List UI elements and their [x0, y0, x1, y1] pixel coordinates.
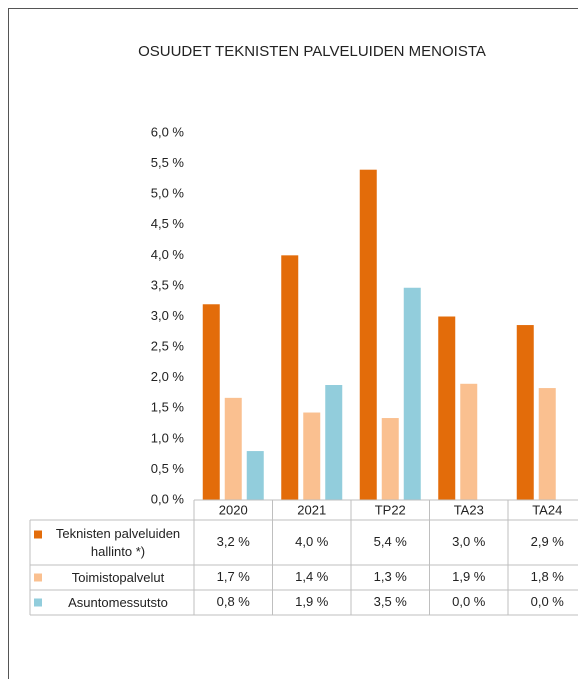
y-tick-label: 5,5 % — [151, 155, 185, 170]
y-tick-label: 0,0 % — [151, 491, 185, 506]
bar — [403, 287, 421, 500]
x-tick-label: 2021 — [297, 502, 326, 517]
legend-swatch — [34, 530, 42, 539]
table-cell: 0,0 % — [531, 594, 565, 609]
table-cell: 5,4 % — [374, 534, 408, 549]
legend-swatch — [34, 598, 42, 607]
table-cell: 4,0 % — [295, 534, 329, 549]
y-tick-label: 3,0 % — [151, 308, 185, 323]
bar — [516, 325, 534, 500]
y-tick-label: 3,5 % — [151, 277, 185, 292]
table-cell: 3,0 % — [452, 534, 486, 549]
legend-label: Teknisten palveluiden hallinto *) — [55, 525, 181, 559]
y-tick-label: 1,5 % — [151, 400, 185, 415]
table-cell: 1,9 % — [452, 569, 486, 584]
legend-swatch — [34, 573, 42, 582]
chart-title: OSUUDET TEKNISTEN PALVELUIDEN MENOISTA — [138, 43, 486, 60]
table-cell: 0,0 % — [452, 594, 486, 609]
y-tick-label: 2,5 % — [151, 339, 185, 354]
y-tick-label: 6,0 % — [151, 124, 185, 139]
table-cell: 0,8 % — [217, 594, 251, 609]
table-cell: 3,5 % — [374, 594, 408, 609]
bar — [224, 397, 242, 500]
table-cell: 3,2 % — [217, 534, 251, 549]
bar — [281, 255, 299, 500]
x-tick-label: TA23 — [454, 502, 484, 517]
bar — [246, 451, 264, 500]
bar — [381, 418, 399, 500]
y-tick-label: 2,0 % — [151, 369, 185, 384]
bar — [460, 383, 478, 500]
bar — [303, 412, 321, 500]
y-tick-label: 5,0 % — [151, 186, 185, 201]
bar — [438, 316, 456, 500]
legend-label-box: Asuntomessutsto — [68, 594, 168, 610]
legend-label: Toimistopalvelut — [71, 569, 165, 585]
table-cell: 1,8 % — [531, 569, 565, 584]
y-tick-label: 4,5 % — [151, 216, 185, 231]
table-cell: 1,3 % — [374, 569, 408, 584]
table-cell: 1,4 % — [295, 569, 329, 584]
bar — [538, 388, 556, 500]
bar — [202, 304, 220, 500]
legend-label-box: Toimistopalvelut — [71, 569, 165, 585]
legend-label-box: Teknisten palveluiden hallinto *) — [55, 525, 181, 559]
x-tick-label: 2020 — [219, 502, 248, 517]
bar — [325, 385, 343, 500]
table-cell: 1,9 % — [295, 594, 329, 609]
x-tick-label: TA24 — [532, 502, 562, 517]
y-tick-label: 1,0 % — [151, 430, 185, 445]
table-cell: 1,7 % — [217, 569, 251, 584]
y-tick-label: 4,0 % — [151, 247, 185, 262]
legend-label: Asuntomessutsto — [68, 594, 168, 610]
bar — [359, 169, 377, 500]
x-tick-label: TP22 — [375, 502, 406, 517]
table-cell: 2,9 % — [531, 534, 565, 549]
y-tick-label: 0,5 % — [151, 461, 185, 476]
